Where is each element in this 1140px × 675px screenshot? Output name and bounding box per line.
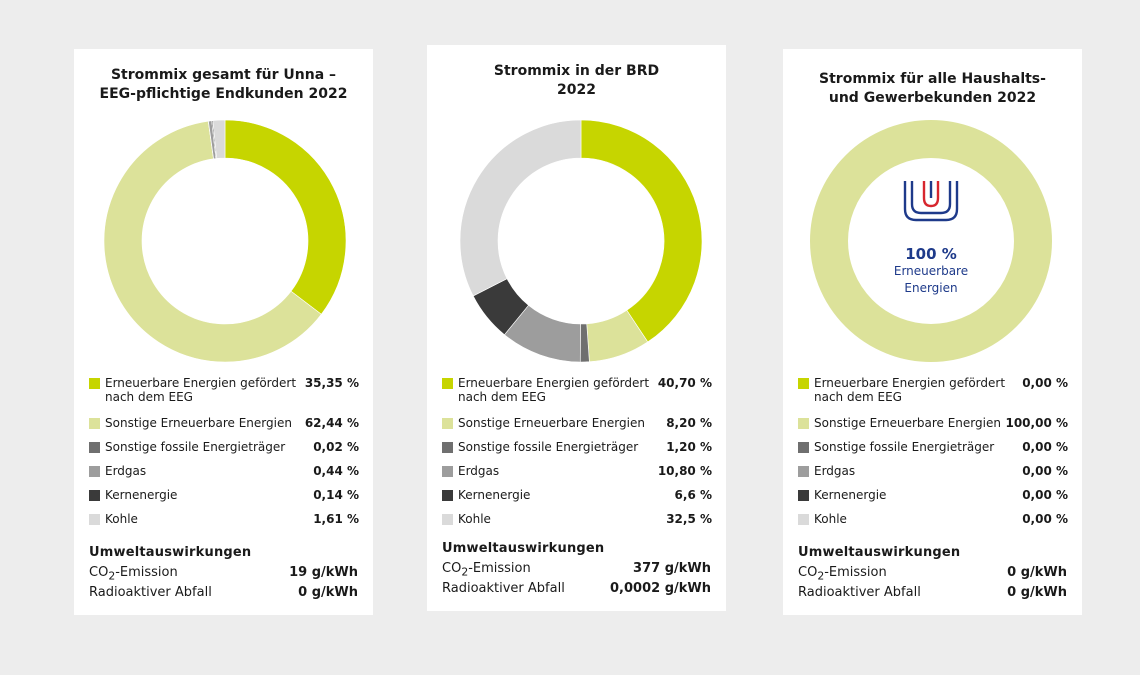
slice-kohle [212,120,226,159]
environment-title: Umweltauswirkungen [89,545,252,560]
legend-swatch [798,418,809,429]
center-percent: 100 % [905,245,957,263]
slice-eeg [224,120,346,315]
environment-title: Umweltauswirkungen [798,545,961,560]
chart-card-haushalt: Strommix für alle Haushalts- und Gewerbe… [783,49,1082,615]
co2-value: 0 g/kWh [1007,565,1067,580]
waste-value: 0 g/kWh [1007,585,1067,600]
legend-swatch [798,514,809,525]
legend-swatch [442,490,453,501]
co2-label: CO2-Emission [442,561,531,579]
legend-swatch [442,418,453,429]
co2-label: CO2-Emission [798,565,887,583]
slice-sonstige-ee [104,120,322,362]
waste-value: 0 g/kWh [298,585,358,600]
legend-swatch [89,442,100,453]
legend-swatch [89,514,100,525]
co2-value: 19 g/kWh [289,565,358,580]
chart-card-unna: Strommix gesamt für Unna – EEG-pflichtig… [74,49,373,615]
waste-value: 0,0002 g/kWh [610,581,711,596]
legend-swatch [442,442,453,453]
slice-sonstige-ee [810,120,1052,362]
donut-chart [460,120,702,362]
legend-swatch [442,378,453,389]
slice-eeg [580,120,702,343]
legend-swatch [89,418,100,429]
co2-label: CO2-Emission [89,565,178,583]
legend-swatch [798,442,809,453]
legend-swatch [442,466,453,477]
co2-value: 377 g/kWh [633,561,711,576]
legend-swatch [89,490,100,501]
chart-title: Strommix in der BRD 2022 [493,63,660,98]
donut-chart [810,120,1052,362]
legend-swatch [798,378,809,389]
donut-chart [104,120,346,362]
stadtwerke-logo-icon [903,181,959,222]
environment-title: Umweltauswirkungen [442,541,605,556]
legend-swatch [798,490,809,501]
legend-swatch [89,466,100,477]
legend-swatch [89,378,100,389]
center-label: 100 % Erneuerbare Energien [871,245,991,297]
legend-swatch [798,466,809,477]
chart-title: Strommix für alle Haushalts- und Gewerbe… [819,71,1046,106]
legend-swatch [442,514,453,525]
chart-title: Strommix gesamt für Unna – EEG-pflichtig… [99,67,348,102]
chart-card-brd: Strommix in der BRD 2022 Erneuerbare Ene… [427,45,726,611]
slice-kohle [460,120,582,297]
